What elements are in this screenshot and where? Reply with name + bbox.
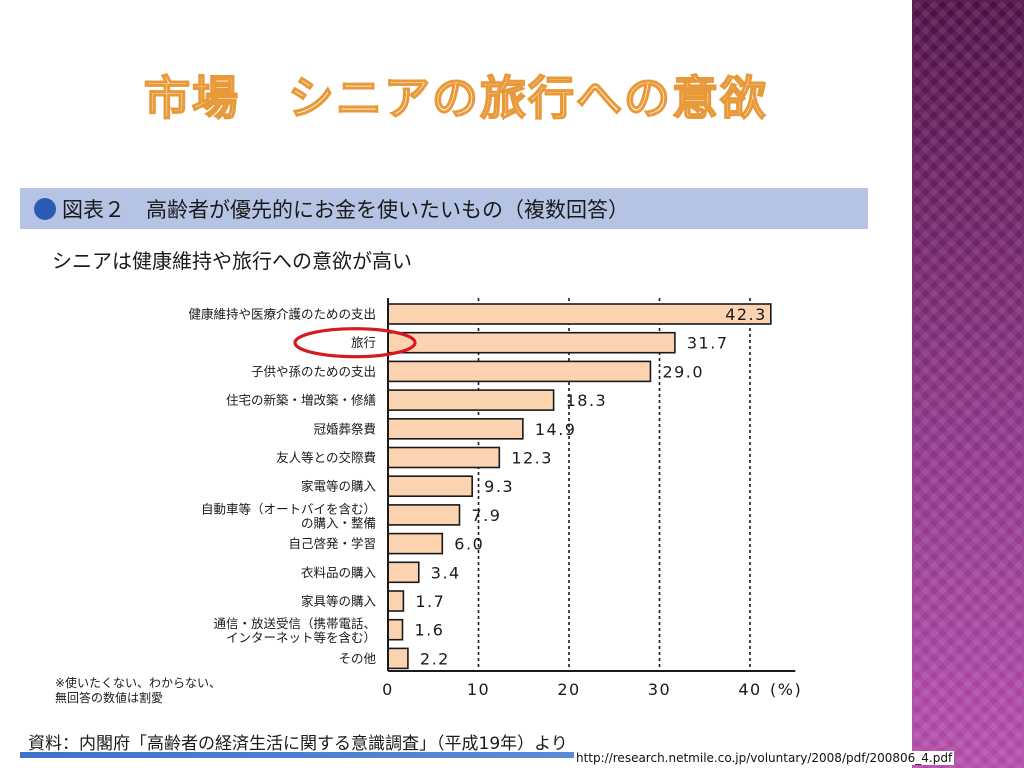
value-label: 29.0 xyxy=(662,362,704,381)
value-label: 31.7 xyxy=(687,334,729,353)
footnote: ※使いたくない、わからない、 無回答の数値は割愛 xyxy=(55,676,222,705)
x-tick-label: 0 xyxy=(382,680,394,699)
value-label: 14.9 xyxy=(535,420,577,439)
category-label: 住宅の新築・増改築・修繕 xyxy=(226,393,376,408)
value-label: 2.2 xyxy=(420,649,450,668)
bullet-dot-icon xyxy=(34,197,56,220)
category-label: 子供や孫のための支出 xyxy=(251,364,376,379)
bottom-rule xyxy=(20,752,912,758)
highlight-circle xyxy=(293,327,417,359)
bar xyxy=(387,331,676,354)
category-label: 冠婚葬祭費 xyxy=(313,421,376,436)
x-tick-label: 30 xyxy=(648,680,671,699)
bar xyxy=(387,532,444,555)
x-tick-label: 40 xyxy=(738,680,761,699)
category-label: 衣料品の購入 xyxy=(301,565,377,580)
bar xyxy=(387,504,461,526)
bar xyxy=(387,446,501,469)
category-label: 家電等の購入 xyxy=(301,479,377,494)
bar xyxy=(387,590,405,612)
bar xyxy=(387,618,404,641)
x-unit-label: (%) xyxy=(770,680,802,699)
source-citation: 資料：内閣府「高齢者の経済生活に関する意識調査」（平成19年）より xyxy=(28,734,568,754)
category-label: 健康維持や医療介護のための支出 xyxy=(188,307,376,322)
bar xyxy=(387,417,524,440)
value-label: 3.4 xyxy=(431,563,461,582)
value-label: 12.3 xyxy=(511,449,553,468)
source-url: http://research.netmile.co.jp/voluntary/… xyxy=(574,751,955,765)
value-label: 6.0 xyxy=(454,535,484,554)
figure-subtitle: シニアは健康維持や旅行への意欲が高い xyxy=(52,249,412,273)
decorative-side-band xyxy=(912,0,1024,768)
category-label: 友人等との交際費 xyxy=(276,450,376,465)
value-label: 42.3 xyxy=(725,305,767,324)
x-tick-label: 20 xyxy=(557,680,580,699)
slide-title: 市場 シニアの旅行への意欲 xyxy=(143,70,768,126)
bar xyxy=(387,475,473,498)
category-label: 旅行 xyxy=(351,335,376,350)
category-label: 自動車等（オートバイを含む） xyxy=(201,501,376,516)
figure-header: 図表２ 高齢者が優先的にお金を使いたいもの（複数回答） xyxy=(20,188,868,229)
value-label: 9.3 xyxy=(484,477,514,496)
bar xyxy=(387,389,555,411)
bar xyxy=(387,647,409,670)
bar xyxy=(387,303,772,325)
bar xyxy=(387,561,420,584)
category-label: インターネット等を含む） xyxy=(226,630,376,645)
bar-chart: 0 10 20 30 40 (%) 健康維持や医療介護のための支出 42.3 旅行 31.7 子供や… xyxy=(188,298,802,699)
category-label: 家具等の購入 xyxy=(301,594,377,609)
category-label: 通信・放送受信（携帯電話、 xyxy=(213,616,376,631)
x-tick-label: 10 xyxy=(467,680,490,699)
bar xyxy=(387,360,652,383)
value-label: 18.3 xyxy=(566,391,608,410)
category-label: の購入・整備 xyxy=(301,515,376,530)
value-label: 1.7 xyxy=(415,592,445,611)
category-label: その他 xyxy=(338,651,376,666)
value-label: 1.6 xyxy=(414,621,444,640)
value-label: 7.9 xyxy=(471,506,501,525)
category-label: 自己啓発・学習 xyxy=(288,536,376,551)
figure-title: 図表２ 高齢者が優先的にお金を使いたいもの（複数回答） xyxy=(62,197,629,222)
